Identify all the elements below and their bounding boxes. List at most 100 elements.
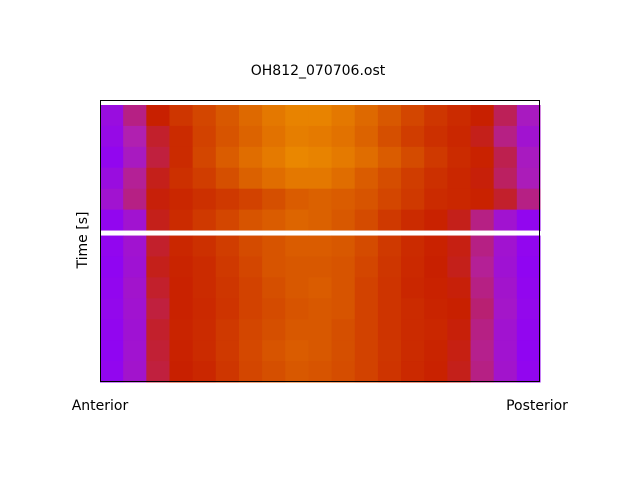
- heatmap-cell: [331, 167, 356, 190]
- heatmap-cell: [238, 146, 263, 169]
- heatmap-cell: [192, 167, 217, 190]
- heatmap-cell: [238, 209, 263, 232]
- heatmap-cell: [192, 277, 217, 299]
- heatmap-cell: [238, 256, 263, 278]
- heatmap-cell: [331, 277, 356, 299]
- heatmap-cell: [308, 167, 333, 190]
- heatmap-cell: [377, 167, 402, 190]
- heatmap-cell: [377, 361, 402, 383]
- heatmap-cell: [470, 146, 495, 169]
- heatmap-cell: [493, 340, 518, 362]
- heatmap-cell: [308, 277, 333, 299]
- heatmap-cell: [192, 146, 217, 169]
- heatmap-cell: [354, 125, 379, 148]
- heatmap-cell: [516, 256, 541, 278]
- heatmap-cell: [447, 105, 472, 127]
- heatmap-cell: [123, 256, 147, 278]
- heatmap-cell: [447, 256, 472, 278]
- heatmap-cell: [516, 167, 541, 190]
- heatmap-cell: [192, 235, 217, 257]
- heatmap-cell: [401, 235, 425, 257]
- heatmap-cell: [447, 146, 472, 169]
- heatmap-cell: [146, 105, 170, 127]
- heatmap-cell: [516, 105, 541, 127]
- heatmap-cell: [470, 340, 495, 362]
- heatmap-cell: [377, 235, 402, 257]
- heatmap-cell: [447, 298, 472, 320]
- heatmap-cell: [285, 167, 309, 190]
- heatmap-cell: [238, 125, 263, 148]
- heatmap-cell: [146, 209, 170, 232]
- heatmap-cell: [331, 209, 356, 232]
- heatmap-cell: [447, 361, 472, 383]
- heatmap-cell: [262, 340, 286, 362]
- heatmap-cell: [470, 105, 495, 127]
- heatmap-cell: [285, 361, 309, 383]
- heatmap-cell: [516, 298, 541, 320]
- heatmap-cell: [123, 319, 147, 341]
- heatmap-cell: [192, 298, 217, 320]
- heatmap-cell: [308, 105, 333, 127]
- heatmap-cell: [308, 146, 333, 169]
- heatmap-cell: [215, 188, 240, 211]
- heatmap-cell: [100, 146, 124, 169]
- heatmap-cell: [424, 361, 448, 383]
- heatmap-cell: [123, 340, 147, 362]
- heatmap-cell: [354, 298, 379, 320]
- heatmap-cell: [493, 105, 518, 127]
- heatmap-cell: [215, 361, 240, 383]
- heatmap-cell: [123, 361, 147, 383]
- heatmap-cell: [169, 298, 194, 320]
- heatmap-cell: [516, 125, 541, 148]
- heatmap-cell: [100, 105, 124, 127]
- heatmap-cell: [169, 256, 194, 278]
- heatmap-cell: [470, 167, 495, 190]
- plot-frame: [100, 100, 540, 382]
- heatmap-cell: [331, 340, 356, 362]
- heatmap-cell: [377, 105, 402, 127]
- heatmap-cell: [146, 340, 170, 362]
- heatmap-cell: [192, 319, 217, 341]
- heatmap-cell: [470, 235, 495, 257]
- heatmap-cell: [192, 125, 217, 148]
- heatmap-cell: [285, 146, 309, 169]
- heatmap-cell: [377, 125, 402, 148]
- heatmap-cell: [100, 188, 124, 211]
- heatmap-cell: [447, 340, 472, 362]
- heatmap-cell: [516, 340, 541, 362]
- heatmap-cell: [516, 235, 541, 257]
- heatmap-cell: [215, 340, 240, 362]
- heatmap-cell: [424, 167, 448, 190]
- heatmap-cell: [401, 146, 425, 169]
- heatmap-cell: [447, 188, 472, 211]
- heatmap-cell: [424, 125, 448, 148]
- heatmap-cell: [123, 188, 147, 211]
- heatmap-cell: [377, 319, 402, 341]
- heatmap-cell: [262, 105, 286, 127]
- heatmap-cell: [215, 235, 240, 257]
- heatmap-cell: [354, 277, 379, 299]
- heatmap-cell: [401, 298, 425, 320]
- heatmap-cell: [493, 298, 518, 320]
- heatmap-cell: [331, 105, 356, 127]
- heatmap-cell: [100, 340, 124, 362]
- heatmap-cell: [169, 209, 194, 232]
- heatmap-cell: [285, 209, 309, 232]
- heatmap-cell: [238, 277, 263, 299]
- heatmap-cell: [262, 209, 286, 232]
- heatmap-cell: [100, 125, 124, 148]
- heatmap-cell: [470, 361, 495, 383]
- heatmap-cell: [424, 146, 448, 169]
- heatmap-cell: [215, 209, 240, 232]
- gap-row: [100, 230, 540, 236]
- heatmap-cell: [100, 277, 124, 299]
- heatmap-cell: [331, 361, 356, 383]
- heatmap-cell: [146, 167, 170, 190]
- heatmap-cell: [123, 277, 147, 299]
- heatmap-cell: [169, 125, 194, 148]
- heatmap-cell: [377, 340, 402, 362]
- heatmap-cell: [424, 298, 448, 320]
- heatmap-cell: [262, 319, 286, 341]
- heatmap-cell: [169, 277, 194, 299]
- heatmap-cell: [401, 361, 425, 383]
